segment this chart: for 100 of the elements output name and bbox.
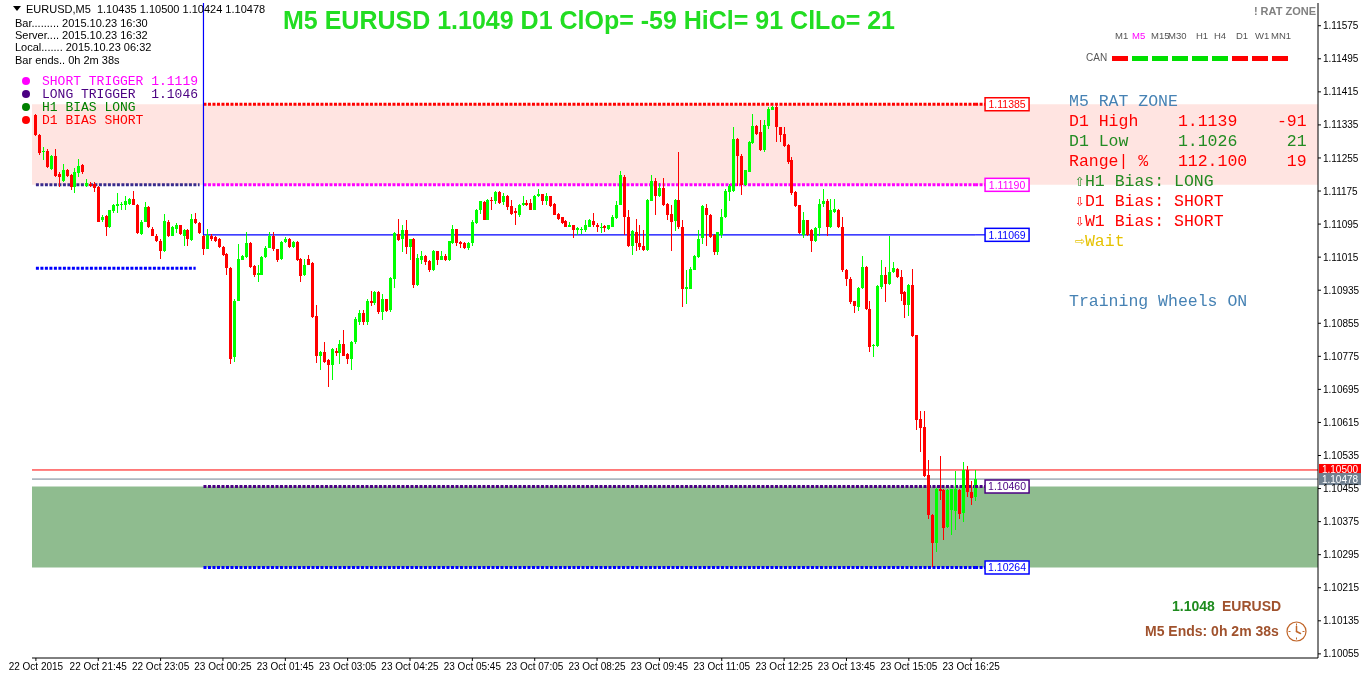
annotation: ⇨Wait — [1075, 231, 1125, 251]
annotation: Server.... 2015.10.23 16:32 — [15, 28, 148, 41]
x-tick-label: 23 Oct 12:25 — [755, 661, 814, 673]
y-tick-label: 1.10215 — [1323, 582, 1360, 594]
candlestick — [829, 198, 832, 229]
annotation: M5 RAT ZONE — [1069, 91, 1178, 111]
chart-title: M5 EURUSD 1.1049 D1 ClOp= -59 HiCl= 91 ClLo= 21 — [282, 5, 896, 34]
x-tick-label: 23 Oct 15:05 — [880, 661, 938, 673]
candlestick — [759, 119, 762, 152]
y-tick-label: 1.11575 — [1323, 20, 1359, 32]
y-tick-label: 1.10295 — [1323, 549, 1360, 561]
candlestick — [46, 148, 49, 169]
candlestick — [958, 488, 961, 520]
y-tick-label: 1.11415 — [1323, 86, 1359, 98]
x-tick-label: 23 Oct 01:45 — [256, 661, 315, 673]
candlestick — [280, 240, 283, 261]
annotation: Local....... 2015.10.23 06:32 — [15, 40, 152, 53]
candlestick — [105, 214, 108, 237]
y-tick-label: 1.11495 — [1323, 53, 1359, 65]
annotation: M1 — [1115, 30, 1129, 42]
annotation: Range| % 112.100 19 — [1069, 151, 1307, 171]
annotation: D1 High 1.1139 -91 — [1069, 111, 1307, 131]
legend-label: 1.10264 — [988, 561, 1027, 574]
candlestick — [401, 224, 404, 253]
candlestick — [654, 177, 657, 216]
x-tick-label: 23 Oct 09:45 — [630, 661, 689, 673]
x-tick-label: 23 Oct 00:25 — [194, 661, 253, 673]
annotation: Bar......... 2015.10.23 16:30 — [15, 16, 148, 29]
ref-line-label: 1.10500 — [1321, 464, 1359, 476]
x-tick-label: 23 Oct 04:25 — [381, 661, 440, 673]
candlestick — [861, 255, 864, 290]
y-tick-label: 1.10375 — [1323, 516, 1360, 528]
y-tick-label: 1.11015 — [1323, 251, 1359, 263]
x-tick-label: 23 Oct 05:45 — [443, 661, 502, 673]
candlestick — [970, 480, 973, 506]
candlestick — [245, 231, 248, 259]
legend-label: 1.11069 — [988, 228, 1026, 241]
candlestick — [62, 163, 65, 183]
x-tick-label: 23 Oct 03:05 — [319, 661, 377, 673]
annotation: Bar ends.. 0h 2m 38s — [15, 53, 120, 66]
candlestick — [116, 192, 119, 214]
candlestick — [685, 269, 688, 305]
y-tick-label: 1.10535 — [1323, 450, 1360, 462]
candlestick — [331, 347, 334, 381]
annotation: ⇧H1 Bias: LONG — [1075, 171, 1214, 191]
candlestick — [857, 286, 860, 312]
annotation: D1 Low 1.1026 21 — [1069, 131, 1307, 151]
y-tick-label: 1.10135 — [1323, 615, 1360, 627]
x-tick-label: 23 Oct 07:05 — [506, 661, 564, 673]
candlestick — [405, 219, 408, 255]
y-tick-label: 1.10455 — [1323, 483, 1360, 495]
candlestick — [377, 290, 380, 315]
x-tick-label: 22 Oct 23:05 — [131, 661, 190, 673]
candlestick — [397, 218, 400, 242]
x-tick-label: 22 Oct 21:45 — [69, 661, 128, 673]
candlestick — [354, 316, 357, 345]
annotation: H4 — [1214, 30, 1227, 42]
candlestick — [674, 198, 677, 232]
annotation: Training Wheels ON — [1069, 291, 1248, 311]
candlestick — [802, 211, 805, 239]
candlestick — [38, 133, 41, 156]
legend-label: 1.11385 — [988, 97, 1026, 110]
candlestick — [642, 229, 645, 252]
y-tick-label: 1.11095 — [1323, 218, 1359, 230]
candlestick — [323, 341, 326, 364]
ref-line-label: 1.10478 — [1321, 473, 1359, 485]
candlestick — [190, 213, 193, 242]
candlestick — [34, 113, 37, 137]
x-tick-label: 23 Oct 11:05 — [693, 661, 751, 673]
y-tick-label: 1.11255 — [1323, 152, 1359, 164]
candlestick — [631, 229, 634, 256]
annotation: SHORT TRIGGER 1.1119 — [42, 73, 199, 89]
legend-label: 1.11190 — [988, 178, 1026, 191]
candlestick — [736, 137, 739, 187]
candlestick — [54, 148, 57, 178]
x-tick-label: 23 Oct 08:25 — [568, 661, 627, 673]
legend-label: 1.10460 — [988, 480, 1027, 493]
candlestick — [635, 218, 638, 252]
candlestick — [837, 208, 840, 229]
annotation: MN1 — [1271, 30, 1292, 42]
candlestick — [381, 293, 384, 321]
candlestick — [849, 276, 852, 305]
candlestick — [147, 205, 150, 229]
y-tick-label: 1.10695 — [1323, 383, 1360, 395]
x-tick-label: 23 Oct 16:25 — [942, 661, 1001, 673]
annotation: M5 — [1132, 30, 1146, 42]
candlestick — [342, 329, 345, 357]
y-tick-label: 1.10935 — [1323, 284, 1360, 296]
candlestick — [974, 469, 977, 502]
candlestick — [350, 340, 353, 371]
candlestick — [950, 488, 953, 536]
candlestick — [907, 283, 910, 317]
y-tick-label: 1.11335 — [1323, 119, 1359, 131]
candlestick — [884, 266, 887, 303]
annotation: LONG TRIGGER 1.1046 — [42, 86, 199, 102]
annotation: M15 — [1151, 30, 1170, 42]
y-tick-label: 1.10615 — [1323, 417, 1360, 428]
y-tick-label: 1.10775 — [1323, 350, 1360, 362]
x-tick-label: 22 Oct 2015 — [8, 661, 64, 673]
annotation: ⇩W1 Bias: SHORT — [1075, 211, 1224, 231]
